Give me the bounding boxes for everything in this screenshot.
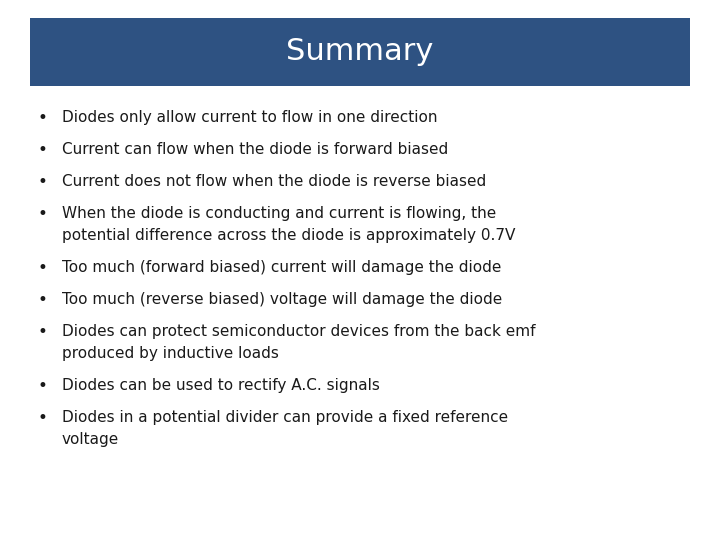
Text: Diodes can protect semiconductor devices from the back emf: Diodes can protect semiconductor devices… [62,324,536,339]
Text: produced by inductive loads: produced by inductive loads [62,346,279,361]
Text: When the diode is conducting and current is flowing, the: When the diode is conducting and current… [62,206,496,221]
Text: voltage: voltage [62,432,120,447]
Text: •: • [37,377,47,395]
Text: •: • [37,109,47,127]
Text: potential difference across the diode is approximately 0.7V: potential difference across the diode is… [62,228,516,243]
Text: Summary: Summary [287,37,433,66]
Text: Current can flow when the diode is forward biased: Current can flow when the diode is forwa… [62,142,449,157]
Text: •: • [37,173,47,191]
Text: •: • [37,205,47,222]
Text: Current does not flow when the diode is reverse biased: Current does not flow when the diode is … [62,174,486,189]
Text: Too much (reverse biased) voltage will damage the diode: Too much (reverse biased) voltage will d… [62,292,503,307]
Bar [30,18,690,86]
Text: Diodes can be used to rectify A.C. signals: Diodes can be used to rectify A.C. signa… [62,378,380,393]
Text: •: • [37,259,47,276]
Text: •: • [37,409,47,427]
Text: Diodes only allow current to flow in one direction: Diodes only allow current to flow in one… [62,110,438,125]
Text: •: • [37,323,47,341]
Text: •: • [37,141,47,159]
Text: Diodes in a potential divider can provide a fixed reference: Diodes in a potential divider can provid… [62,410,508,425]
Text: •: • [37,291,47,309]
Text: Too much (forward biased) current will damage the diode: Too much (forward biased) current will d… [62,260,501,275]
